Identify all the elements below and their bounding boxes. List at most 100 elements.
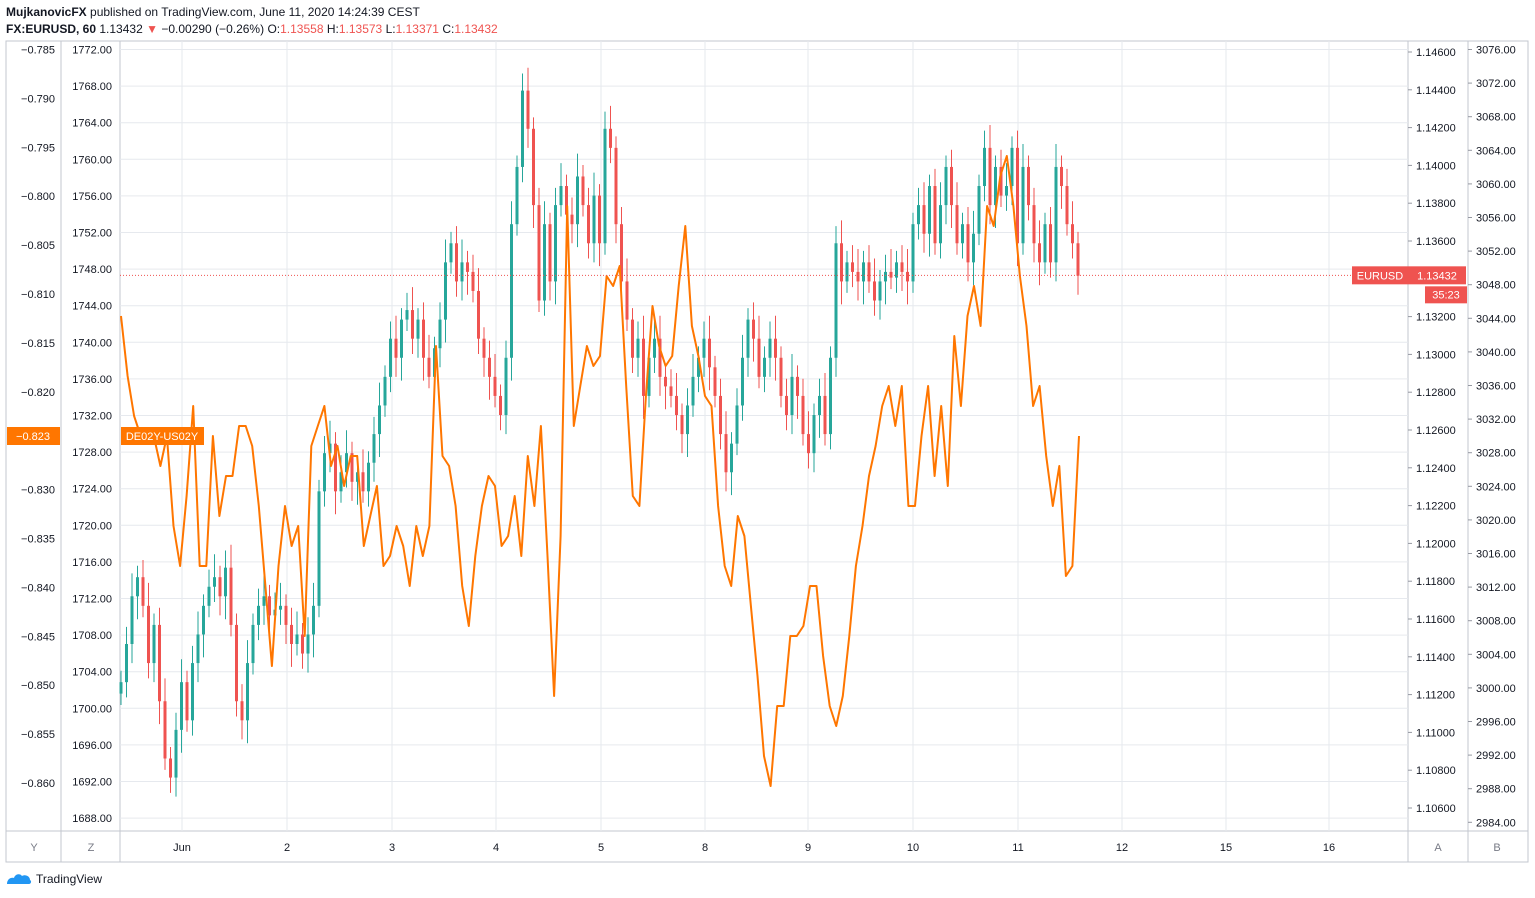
price-axis-tick: 1.11000: [1416, 727, 1455, 739]
a-corner-button[interactable]: A: [1434, 842, 1442, 854]
candle-body: [521, 90, 524, 167]
time-axis-tick: 16: [1323, 842, 1335, 854]
right-index-axis-tick: 3000.00: [1476, 683, 1516, 695]
time-axis-tick: 4: [493, 842, 499, 854]
candle-body: [1021, 166, 1025, 244]
index-axis-tick: 1764.00: [72, 118, 112, 130]
brand-name: TradingView: [36, 872, 103, 886]
candle-body: [136, 577, 139, 597]
right-index-axis-tick: 3040.00: [1476, 347, 1516, 359]
right-index-axis-tick: 3060.00: [1476, 179, 1516, 191]
index-axis-tick: 1716.00: [72, 557, 112, 569]
candle-body: [834, 243, 838, 358]
candle-body: [416, 319, 420, 339]
spread-axis-tick: −0.830: [21, 485, 55, 497]
eurusd-candles: [119, 67, 1080, 797]
candle-body: [955, 205, 959, 244]
candle-body: [636, 338, 640, 358]
spread-value-badge: [7, 427, 60, 445]
candle-body: [911, 224, 915, 282]
candle-body: [444, 262, 447, 320]
candle-body: [367, 462, 370, 492]
price-axis-tick: 1.13200: [1416, 312, 1456, 324]
candle-body: [647, 357, 651, 396]
candle-body: [279, 605, 282, 610]
candle-body: [983, 147, 986, 187]
z-corner-button[interactable]: Z: [88, 842, 95, 854]
candle-body: [229, 567, 233, 625]
candle-body: [323, 453, 326, 492]
candle-body: [339, 472, 343, 492]
candle-body: [554, 205, 557, 282]
candle-body: [163, 701, 167, 759]
candle-body: [1032, 205, 1036, 244]
spread-axis-tick: −0.860: [21, 778, 55, 790]
candle-body: [202, 605, 205, 635]
footer-brand[interactable]: TradingView: [6, 872, 102, 886]
candle-body: [240, 701, 244, 721]
price-axis-tick: 1.12800: [1416, 387, 1456, 399]
index-axis-tick: 1724.00: [72, 484, 112, 496]
spread-axis-tick: −0.845: [21, 631, 55, 643]
candle-body: [251, 624, 255, 664]
candle-body: [493, 376, 497, 396]
symbol-name[interactable]: FX:EURUSD, 60: [6, 22, 97, 36]
candle-body: [609, 128, 612, 148]
candle-body: [851, 262, 854, 272]
candle-body: [499, 395, 502, 416]
candle-body: [900, 262, 904, 272]
candle-body: [625, 281, 629, 320]
candle-body: [796, 376, 799, 396]
candle-body: [631, 319, 634, 358]
index-axis-tick: 1736.00: [72, 374, 112, 386]
index-axis-tick: 1688.00: [72, 813, 112, 825]
spread-axis-tick: −0.795: [21, 142, 55, 154]
b-corner-button[interactable]: B: [1493, 842, 1500, 854]
candle-body: [301, 634, 304, 654]
price-axis-tick: 1.12400: [1416, 463, 1456, 475]
candle-body: [147, 605, 150, 664]
right-index-axis-tick: 2996.00: [1476, 717, 1516, 729]
index-axis-tick: 1696.00: [72, 740, 112, 752]
author-name[interactable]: MujkanovicFX: [6, 5, 87, 19]
candle-body: [1043, 224, 1047, 263]
candle-body: [658, 338, 662, 377]
index-axis-tick: 1720.00: [72, 520, 112, 532]
candle-body: [180, 682, 183, 730]
right-index-axis-tick: 3028.00: [1476, 448, 1516, 460]
spread-axis-tick: −0.840: [21, 582, 55, 594]
candle-body: [466, 262, 469, 272]
candle-body: [642, 338, 645, 396]
time-axis-tick: 8: [702, 842, 708, 854]
price-axis-tick: 1.10600: [1416, 803, 1456, 815]
close-label: C:: [442, 22, 455, 36]
candle-body: [449, 243, 453, 263]
candle-body: [394, 338, 398, 358]
candle-body: [708, 338, 711, 368]
candle-body: [185, 682, 189, 721]
time-axis-tick: 5: [598, 842, 604, 854]
candle-body: [559, 186, 563, 206]
candle-body: [669, 386, 673, 396]
candle-body: [471, 271, 475, 291]
last-price: 1.13432: [99, 22, 143, 36]
price-axis-tick: 1.12600: [1416, 425, 1456, 437]
spread-axis-tick: −0.785: [21, 45, 55, 57]
candle-body: [614, 147, 618, 225]
candle-body: [510, 224, 513, 358]
candle-body: [950, 166, 953, 206]
index-axis-tick: 1756.00: [72, 191, 112, 203]
candle-body: [306, 634, 310, 654]
candle-body: [972, 233, 975, 263]
spread-name-badge: [121, 427, 204, 445]
candle-body: [592, 195, 596, 244]
right-index-axis-tick: 3008.00: [1476, 616, 1516, 628]
eurusd-name-label: EURUSD: [1357, 270, 1404, 282]
low-label: L:: [385, 22, 396, 36]
y-corner-button[interactable]: Y: [30, 842, 38, 854]
candle-body: [411, 310, 414, 339]
spread-axis-tick: −0.855: [21, 729, 55, 741]
right-index-axis-tick: 3036.00: [1476, 381, 1516, 393]
price-axis-tick: 1.14000: [1416, 160, 1456, 172]
